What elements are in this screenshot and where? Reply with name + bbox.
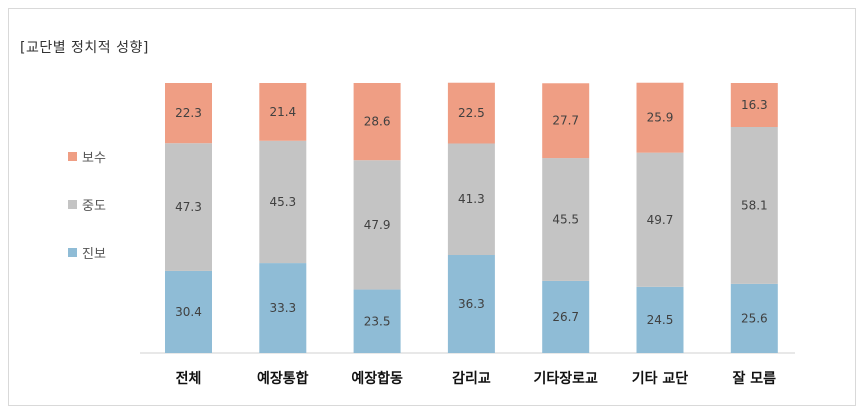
data-label-progressive-5: 24.5 [647,313,674,327]
bar-segment-moderate-1 [259,140,307,264]
data-label-progressive-2: 23.5 [364,314,391,328]
data-label-conservative-5: 25.9 [647,111,674,125]
category-label-0: 전체 [176,370,202,387]
bar-segment-moderate-0 [165,143,212,271]
chart-title: [교단별 정치적 성향] [20,40,149,56]
legend-swatch-progressive [68,247,77,257]
bar-segment-progressive-2 [353,289,401,353]
data-label-moderate-0: 47.3 [175,200,202,214]
data-label-conservative-4: 27.7 [552,114,579,128]
bar-segment-moderate-3 [447,143,495,255]
bar-segment-moderate-5 [636,152,684,287]
data-label-progressive-3: 36.3 [458,297,485,311]
bar-segment-progressive-6 [730,283,778,353]
data-label-conservative-2: 28.6 [364,115,391,129]
legend-swatch-conservative [68,151,77,161]
legend-label-progressive: 진보 [82,246,106,262]
bar-segment-conservative-1 [259,83,307,141]
category-label-4: 기타장로교 [533,370,598,387]
bar-segment-conservative-4 [542,83,590,159]
bar-segment-progressive-3 [447,254,495,353]
bar-segment-progressive-0 [165,270,212,353]
legend-item-moderate: 중도 [68,195,106,214]
data-label-conservative-1: 21.4 [269,105,296,119]
bar-segment-moderate-4 [542,158,590,281]
data-label-moderate-3: 41.3 [458,192,485,206]
bar-segment-progressive-4 [542,280,590,353]
data-label-progressive-0: 30.4 [175,305,202,319]
data-label-progressive-4: 26.7 [552,310,579,324]
bar-segment-conservative-0 [165,83,212,144]
legend-label-moderate: 중도 [82,198,106,214]
category-label-1: 예장통합 [257,370,309,387]
legend-swatch-moderate [68,199,77,209]
category-label-2: 예장합동 [351,370,403,387]
bar-segment-conservative-2 [353,83,401,161]
bar-segment-moderate-6 [730,127,778,284]
chart-frame [8,8,856,406]
bar-segment-moderate-2 [353,160,401,290]
data-label-conservative-0: 22.3 [175,106,202,120]
bar-segment-conservative-3 [447,82,495,144]
data-label-moderate-5: 49.7 [647,213,674,227]
data-label-progressive-1: 33.3 [269,301,296,315]
data-label-moderate-4: 45.5 [552,212,579,226]
bar-segment-conservative-5 [636,82,684,153]
bar-segment-progressive-5 [636,286,684,353]
legend-label-conservative: 보수 [82,150,106,166]
legend-item-progressive: 진보 [68,243,106,262]
data-label-moderate-6: 58.1 [741,198,768,212]
category-label-6: 잘 모름 [733,371,777,387]
bar-segment-progressive-1 [259,263,307,353]
data-label-progressive-6: 25.6 [741,311,768,325]
data-label-moderate-1: 45.3 [269,195,296,209]
bar-segment-conservative-6 [730,83,778,128]
legend-item-conservative: 보수 [68,147,106,166]
data-label-moderate-2: 47.9 [364,218,391,232]
data-label-conservative-6: 16.3 [741,98,768,112]
category-label-5: 기타 교단 [632,370,689,387]
data-label-conservative-3: 22.5 [458,106,485,120]
category-label-3: 감리교 [452,370,491,387]
